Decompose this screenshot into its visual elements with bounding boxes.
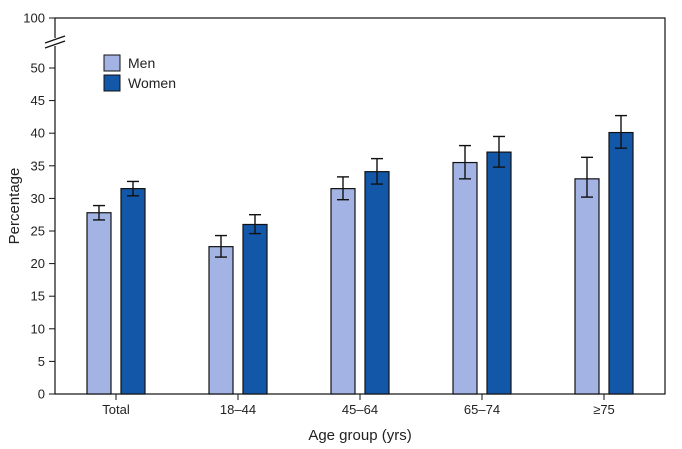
y-tick-label: 5: [38, 354, 45, 369]
error-bar-men: [459, 144, 471, 180]
y-tick-label: 0: [38, 387, 45, 402]
error-bar-women: [615, 114, 627, 149]
y-tick-label: 25: [31, 224, 45, 239]
y-tick-label: 40: [31, 126, 45, 141]
bar-women: [608, 131, 634, 395]
bar-women: [242, 223, 268, 395]
error-bar-women: [127, 180, 139, 197]
bar-men: [574, 178, 600, 395]
x-tick-label: 18–44: [220, 402, 256, 417]
y-tick-label: 30: [31, 191, 45, 206]
bar-men: [208, 246, 234, 395]
x-tick-label: 65–74: [464, 402, 500, 417]
legend: Men Women: [103, 54, 176, 92]
bar-women: [120, 188, 146, 395]
y-axis-title: Percentage: [6, 168, 23, 245]
bar-men: [330, 188, 356, 395]
bar-men: [452, 161, 478, 395]
bar-men: [86, 212, 112, 395]
error-bar-women: [371, 157, 383, 185]
bar-women: [364, 171, 390, 395]
y-tick-label: 35: [31, 158, 45, 173]
bar-women: [486, 151, 512, 395]
error-bar-men: [215, 234, 227, 258]
error-bar-women: [493, 135, 505, 168]
x-tick-label: ≥75: [593, 402, 615, 417]
y-tick-label: 50: [31, 61, 45, 76]
y-tick-label: 15: [31, 289, 45, 304]
error-bar-men: [93, 204, 105, 221]
y-tick-label: 20: [31, 256, 45, 271]
y-tick-label: 100: [23, 11, 45, 26]
legend-swatch-men: [103, 54, 121, 72]
y-tick-label: 10: [31, 321, 45, 336]
x-axis-title: Age group (yrs): [308, 427, 411, 444]
y-tick-label: 45: [31, 93, 45, 108]
legend-swatch-women: [103, 74, 121, 92]
error-bar-men: [337, 176, 349, 201]
error-bar-men: [581, 156, 593, 198]
error-bar-women: [249, 213, 261, 235]
x-tick-label: 45–64: [342, 402, 378, 417]
legend-label-women: Women: [128, 75, 176, 91]
legend-label-men: Men: [128, 55, 155, 71]
x-tick-label: Total: [102, 402, 130, 417]
axis-break-marker: [44, 35, 66, 49]
